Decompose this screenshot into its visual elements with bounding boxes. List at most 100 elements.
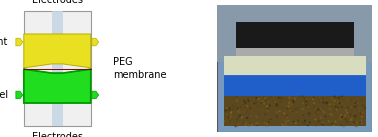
Point xyxy=(305,106,311,108)
Point xyxy=(276,97,282,99)
Point xyxy=(228,115,234,117)
Point xyxy=(321,111,327,113)
Point xyxy=(248,107,254,109)
Point xyxy=(328,98,335,100)
Point xyxy=(315,108,321,110)
Text: Fuel: Fuel xyxy=(0,90,8,100)
Point xyxy=(294,108,301,110)
Point xyxy=(311,105,317,108)
Point xyxy=(304,101,310,103)
Point xyxy=(332,110,338,112)
Point xyxy=(347,113,353,115)
Point xyxy=(354,103,360,105)
Point xyxy=(235,125,241,127)
Point xyxy=(332,103,338,105)
Point xyxy=(242,102,248,104)
Point xyxy=(246,109,253,112)
Point xyxy=(310,112,316,114)
Point xyxy=(330,123,336,125)
Point xyxy=(327,113,333,115)
Point xyxy=(266,98,272,100)
Point xyxy=(300,108,306,110)
Point xyxy=(303,98,309,100)
Point xyxy=(229,105,235,107)
Point xyxy=(333,108,339,110)
Point xyxy=(307,114,313,116)
Point xyxy=(282,119,288,122)
Point xyxy=(259,104,265,106)
Point xyxy=(273,104,279,106)
Point xyxy=(339,97,345,99)
Point xyxy=(331,124,337,126)
Point xyxy=(352,106,358,108)
Point xyxy=(236,108,242,110)
Point xyxy=(331,102,337,104)
Point xyxy=(294,111,300,113)
Point xyxy=(253,115,259,118)
Point xyxy=(272,100,278,103)
Bar xyxy=(236,48,354,56)
Point xyxy=(249,124,255,126)
Point xyxy=(256,113,262,115)
Point xyxy=(241,100,247,102)
Point xyxy=(345,100,351,102)
Point xyxy=(229,121,235,123)
Point xyxy=(223,110,229,112)
Point xyxy=(226,116,232,119)
Point xyxy=(302,98,308,100)
Point xyxy=(254,124,260,126)
Point xyxy=(238,110,244,113)
Point xyxy=(353,125,359,127)
Point xyxy=(227,109,233,112)
Point xyxy=(342,114,348,117)
Point xyxy=(253,97,259,99)
Point xyxy=(339,96,345,99)
Point xyxy=(360,104,366,106)
Point xyxy=(339,116,345,119)
Point xyxy=(243,106,249,108)
Point xyxy=(315,113,321,115)
Text: PEG
membrane: PEG membrane xyxy=(113,57,167,80)
Text: Electrodes: Electrodes xyxy=(32,132,83,137)
Point xyxy=(226,107,232,109)
Point xyxy=(284,114,290,116)
Point xyxy=(293,122,299,124)
Point xyxy=(258,108,264,110)
Bar xyxy=(52,11,63,126)
Point xyxy=(350,116,356,119)
Point xyxy=(314,112,321,114)
Point xyxy=(244,105,250,107)
Point xyxy=(287,97,293,99)
Point xyxy=(291,101,297,103)
Point xyxy=(359,122,365,124)
Point xyxy=(318,108,324,110)
Point xyxy=(335,106,341,108)
Point xyxy=(224,107,230,109)
Point xyxy=(320,122,326,124)
Point xyxy=(255,106,261,108)
Point xyxy=(356,110,363,112)
Point xyxy=(237,112,243,114)
Point xyxy=(284,108,290,110)
Point xyxy=(274,102,280,105)
Point xyxy=(349,95,355,97)
Point xyxy=(337,117,343,119)
Point xyxy=(240,105,246,107)
Point xyxy=(236,123,242,125)
Point xyxy=(352,116,358,118)
Point xyxy=(339,102,345,104)
Point xyxy=(312,107,318,109)
Point xyxy=(262,113,268,115)
Point xyxy=(343,109,349,111)
Point xyxy=(316,97,322,99)
Point xyxy=(311,97,317,99)
Point xyxy=(223,120,229,123)
Point xyxy=(315,121,321,123)
Point xyxy=(304,104,310,106)
Point xyxy=(224,119,230,122)
Point xyxy=(295,107,301,109)
Bar xyxy=(223,75,366,96)
Point xyxy=(249,106,256,108)
Point xyxy=(262,118,268,120)
Point xyxy=(227,116,233,118)
